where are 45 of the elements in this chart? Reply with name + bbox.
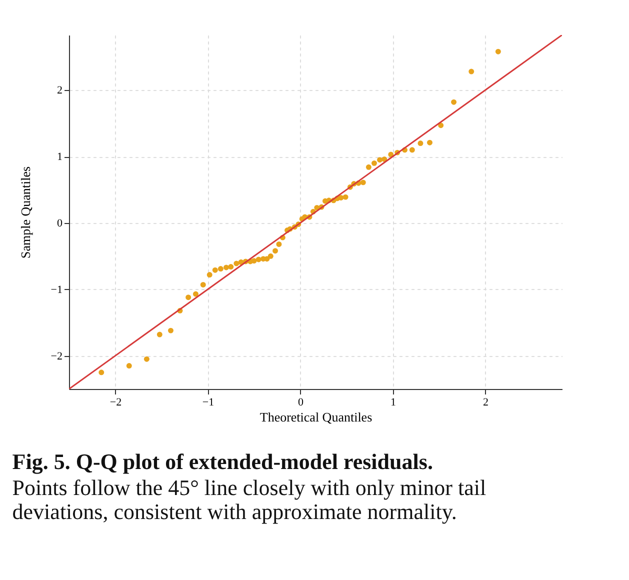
point xyxy=(342,194,348,200)
point xyxy=(409,147,415,153)
x-tick-label: 0 xyxy=(298,396,304,408)
point xyxy=(338,194,344,200)
point xyxy=(156,332,162,338)
y-tick-label: 0 xyxy=(57,217,63,230)
point xyxy=(272,248,278,254)
point xyxy=(218,266,224,272)
point xyxy=(224,264,229,270)
point xyxy=(251,258,257,264)
point xyxy=(495,48,501,54)
x-tick-label: −2 xyxy=(110,396,122,408)
point xyxy=(360,180,366,186)
point xyxy=(468,68,474,74)
point xyxy=(382,156,388,162)
point xyxy=(451,99,457,105)
point xyxy=(228,264,234,270)
point xyxy=(418,140,424,146)
point xyxy=(168,328,174,334)
point xyxy=(426,140,432,146)
point xyxy=(377,157,383,163)
point xyxy=(206,272,212,278)
x-tick-label: −1 xyxy=(202,396,214,408)
text: Points follow the 45° line closely with only minor tail deviations, consistent with approximate normality. xyxy=(12,475,486,524)
text: Fig. 5. Q-Q plot of extended-model residuals. xyxy=(12,449,433,474)
point xyxy=(200,282,206,288)
y-tick-label: 1 xyxy=(57,151,62,164)
point xyxy=(366,164,372,170)
point xyxy=(276,241,282,247)
y-tick-label: −1 xyxy=(50,284,62,296)
point xyxy=(192,291,198,297)
y-axis-title: Sample Quantiles xyxy=(18,166,33,259)
x-axis-title: Theoretical Quantiles xyxy=(260,410,372,424)
point xyxy=(144,356,150,362)
point xyxy=(234,260,240,266)
point xyxy=(98,370,104,376)
point xyxy=(268,253,274,259)
x-tick-label: 1 xyxy=(390,396,396,408)
y-tick-label: 2 xyxy=(57,84,62,97)
point xyxy=(126,363,132,368)
x-tick-label: 2 xyxy=(482,396,488,408)
y-tick-label: −2 xyxy=(50,350,62,362)
point xyxy=(212,267,218,273)
point xyxy=(186,294,192,300)
point xyxy=(371,160,377,166)
